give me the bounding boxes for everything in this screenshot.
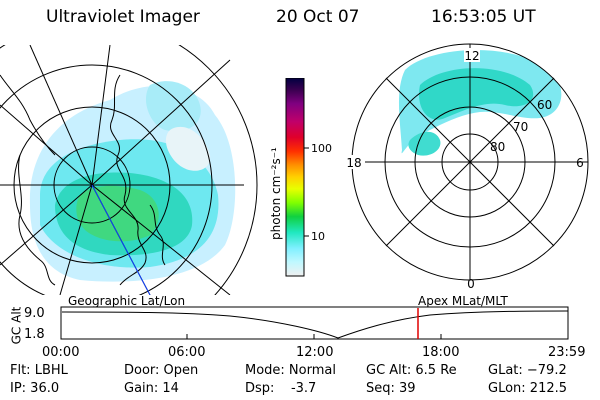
date-label: 20 Oct 07: [276, 7, 360, 27]
status-mode: Mode: Normal: [245, 363, 336, 378]
timeline-xtick-1: 06:00: [168, 345, 206, 360]
timeline-axis-label: GC Alt: [9, 306, 24, 345]
timeline-xtick-2: 12:00: [296, 345, 334, 360]
mlt-label-6: 6: [576, 156, 584, 170]
mlat-label-60: 60: [537, 98, 552, 112]
status-seq: Seq: 39: [366, 381, 416, 396]
instrument-title: Ultraviolet Imager: [46, 7, 200, 27]
coastlines: [0, 74, 166, 286]
timeline-ytick-bottom: 1.8: [24, 327, 45, 342]
timeline-xtick-0: 00:00: [42, 345, 80, 360]
timeline-xtick-4: 23:59: [548, 345, 586, 360]
status-gc-alt: GC Alt: 6.5 Re: [366, 363, 457, 378]
colorbar-tick-100: 100: [311, 142, 332, 155]
timeline-ticks: [186, 334, 442, 339]
geographic-image-panel[interactable]: [0, 45, 260, 295]
timeline-ytick-top: 9.0: [24, 306, 45, 321]
time-label: 16:53:05 UT: [431, 7, 536, 27]
status-door: Door: Open: [124, 363, 199, 378]
mlt-label-0: 0: [467, 277, 475, 290]
colorbar: 100 10 photon cm⁻²s⁻¹: [269, 78, 332, 277]
altitude-timeline[interactable]: [60, 306, 570, 341]
mlt-label-12: 12: [464, 49, 479, 63]
timeline-left-title: Geographic Lat/Lon: [68, 294, 186, 308]
mlat-label-80: 80: [490, 140, 505, 154]
mlt-label-18: 18: [346, 156, 361, 170]
polar-mlt-panel[interactable]: 12 18 6 0 60 70 80: [340, 40, 600, 290]
status-dsp: Dsp: -3.7: [245, 381, 317, 396]
status-glat: GLat: −79.2: [488, 363, 567, 378]
timeline-right-title: Apex MLat/MLT: [418, 294, 508, 308]
colorbar-tick-10: 10: [311, 230, 325, 243]
timeline-xtick-3: 18:00: [422, 345, 460, 360]
status-ip: IP: 36.0: [10, 381, 60, 396]
sunline-marker: [91, 184, 151, 295]
polar-emission-region: [398, 50, 562, 156]
altitude-curve: [61, 310, 569, 339]
status-gain: Gain: 14: [124, 381, 179, 396]
mlat-label-70: 70: [513, 120, 528, 134]
status-filter: Flt: LBHL: [10, 363, 68, 378]
colorbar-unit-label: photon cm⁻²s⁻¹: [269, 147, 283, 240]
status-glon: GLon: 212.5: [488, 381, 568, 396]
mlt-lines: [352, 44, 588, 280]
